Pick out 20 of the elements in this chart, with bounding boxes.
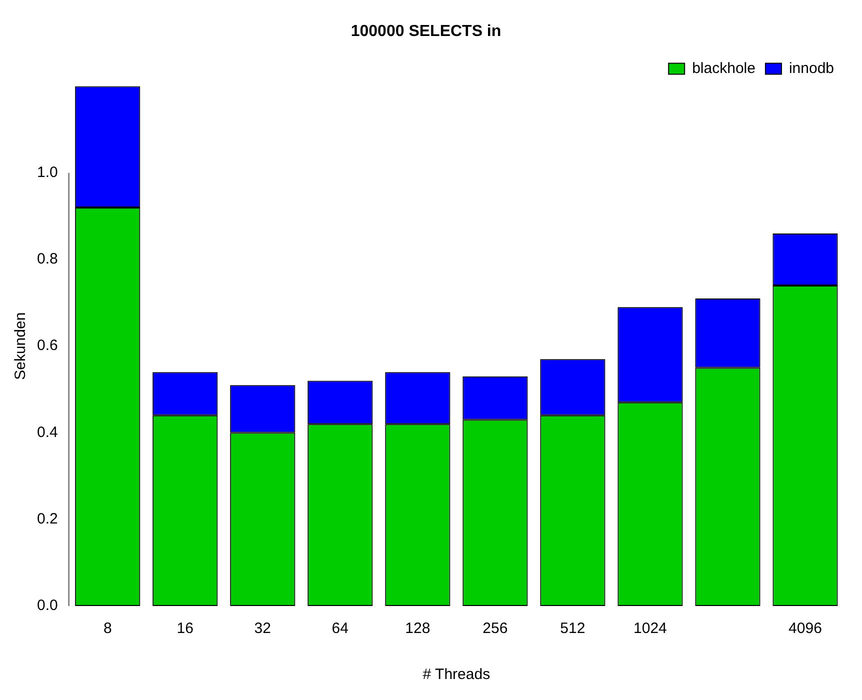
y-tick-label: 0.4 (36, 424, 58, 441)
x-axis-title: # Threads (422, 666, 490, 684)
x-tick-label: 512 (560, 620, 586, 638)
x-tick-label: 4096 (788, 620, 822, 638)
y-tick-label: 0.8 (36, 250, 58, 268)
x-tick-label: 128 (405, 620, 430, 638)
y-tick-label: 0.2 (36, 510, 58, 528)
x-tick-label: 8 (103, 620, 112, 638)
x-tick-label: 16 (176, 620, 194, 638)
y-tick-label: 0.0 (36, 597, 58, 614)
x-tick-label: 64 (332, 620, 348, 638)
x-tick-label: 256 (482, 620, 508, 638)
x-tick-label: 32 (254, 620, 271, 638)
legend-label: blackhole (692, 60, 756, 77)
y-axis-title: Sekunden (12, 312, 30, 380)
legend-label: innodb (788, 60, 834, 77)
y-tick-label: 1.0 (36, 164, 58, 181)
y-tick-label: 0.6 (36, 337, 58, 354)
x-tick-label: 1024 (634, 620, 667, 638)
chart-title: 100000 SELECTS in (350, 23, 502, 40)
